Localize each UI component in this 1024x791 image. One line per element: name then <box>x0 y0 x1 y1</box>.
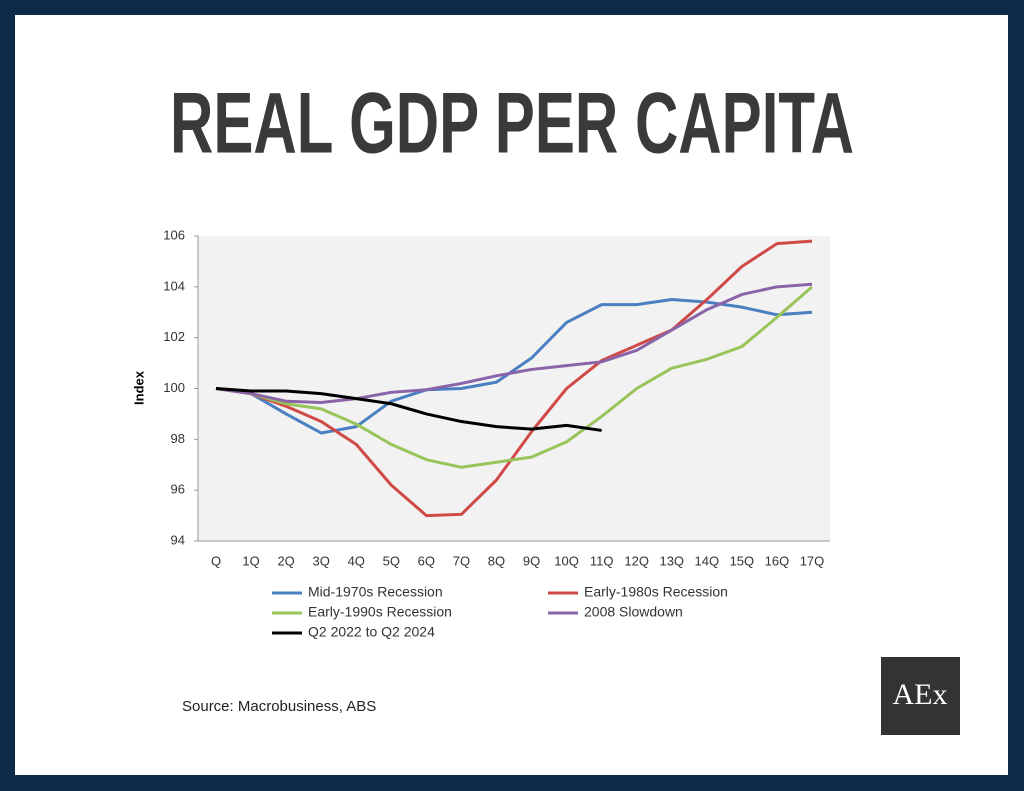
series-line <box>215 282 813 404</box>
legend-label: Q2 2022 to Q2 2024 <box>308 624 435 640</box>
y-tick-label: 102 <box>163 329 185 344</box>
y-tick-label: 100 <box>163 380 185 395</box>
legend-label: Mid-1970s Recession <box>308 584 443 600</box>
source: Source: Macrobusiness, ABS <box>182 698 376 715</box>
legend-label: Early-1980s Recession <box>584 584 728 600</box>
plot-area <box>198 236 830 541</box>
x-tick-label: 14Q <box>695 553 720 568</box>
series-line <box>215 298 813 435</box>
x-tick-label: 17Q <box>800 553 825 568</box>
x-tick-label: 2Q <box>277 553 294 568</box>
series-line <box>215 239 813 518</box>
x-tick-label: 13Q <box>659 553 684 568</box>
logo: AEx <box>893 678 948 711</box>
logo-box <box>881 657 960 735</box>
y-axis-label: Index <box>131 370 146 405</box>
x-tick-label: 15Q <box>730 553 755 568</box>
x-tick-label: 12Q <box>624 553 649 568</box>
x-tick-label: 9Q <box>523 553 540 568</box>
y-tick-label: 94 <box>171 532 185 547</box>
series-line <box>215 387 602 432</box>
x-tick-label: 4Q <box>348 553 365 568</box>
x-tick-label: 7Q <box>453 553 470 568</box>
series-line <box>215 285 813 469</box>
x-tick-label: 5Q <box>383 553 400 568</box>
x-tick-label: 6Q <box>418 553 435 568</box>
legend-label: Early-1990s Recession <box>308 604 452 620</box>
x-tick-label: 10Q <box>554 553 579 568</box>
legend-label: 2008 Slowdown <box>584 604 683 620</box>
x-tick-label: 16Q <box>765 553 790 568</box>
x-tick-label: 1Q <box>242 553 259 568</box>
y-tick-label: 104 <box>163 278 185 293</box>
y-tick-label: 98 <box>171 431 185 446</box>
x-tick-label: 8Q <box>488 553 505 568</box>
x-tick-label: Q <box>211 553 221 568</box>
title: REAL GDP PER CAPITA <box>170 76 854 172</box>
x-tick-label: 11Q <box>590 553 614 568</box>
x-tick-label: 3Q <box>313 553 330 568</box>
y-tick-label: 106 <box>163 227 185 242</box>
y-tick-label: 96 <box>171 482 185 497</box>
